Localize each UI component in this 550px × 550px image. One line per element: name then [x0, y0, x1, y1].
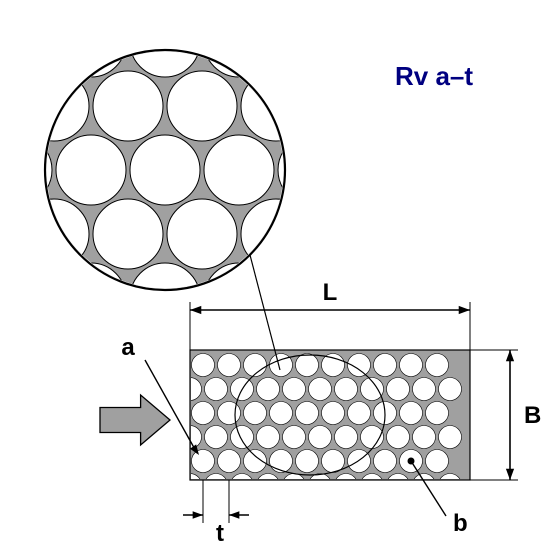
- diagram-svg: Rv a–t L Bt a b: [0, 0, 550, 550]
- feed-arrow-icon: [100, 395, 170, 445]
- diagram-root: Rv a–t L Bt a b: [0, 0, 550, 550]
- dim-L-label: L: [323, 279, 338, 306]
- title-label: Rv a–t: [395, 61, 473, 91]
- dim-t-label: t: [216, 520, 224, 547]
- magnifier-view: [0, 7, 459, 333]
- label-b: b: [453, 510, 468, 537]
- dim-B-label: B: [524, 402, 541, 429]
- label-a: a: [121, 334, 135, 361]
